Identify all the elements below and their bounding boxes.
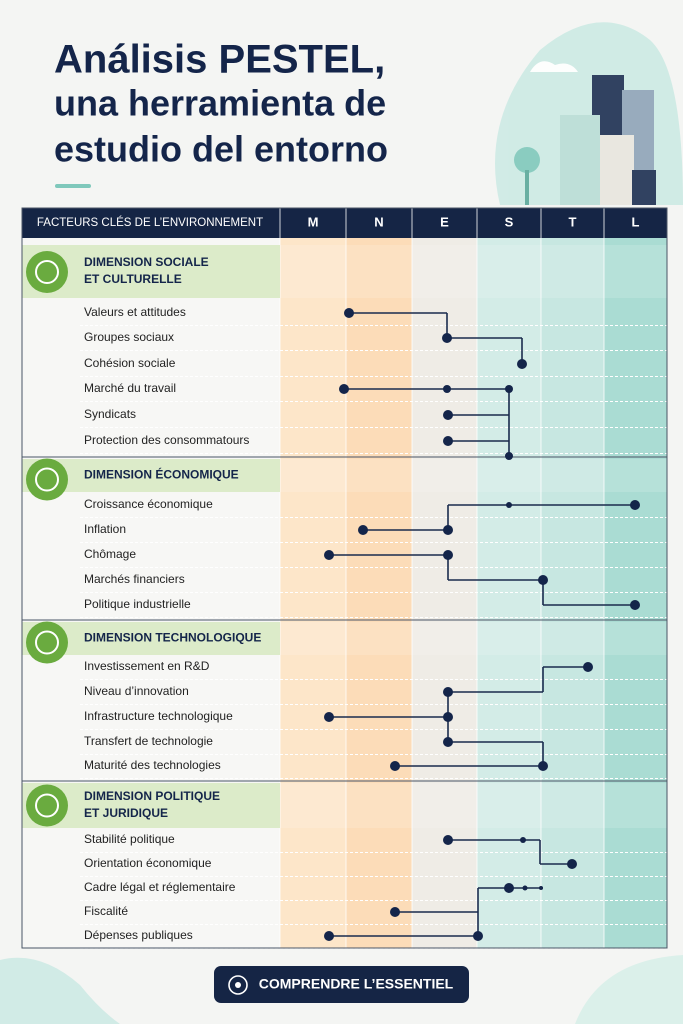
- factor-label: Fiscalité: [84, 904, 128, 918]
- button-label[interactable]: COMPRENDRE L’ESSENTIEL: [259, 976, 454, 992]
- section-icon: [26, 784, 68, 827]
- position-dot: [390, 907, 400, 917]
- column-header: FACTEURS CLÉS DE L’ENVIRONNEMENT: [37, 216, 263, 229]
- section-icon: [26, 458, 68, 501]
- section-icon-inner: [35, 467, 59, 492]
- position-dot: [443, 525, 453, 535]
- position-dot: [390, 761, 400, 771]
- position-dot: [505, 452, 513, 460]
- title-line: una herramienta de: [54, 83, 386, 124]
- position-dot: [443, 436, 453, 446]
- position-dot: [538, 575, 548, 585]
- factor-label: Orientation économique: [84, 856, 212, 870]
- table-border: [21, 207, 668, 949]
- position-dot: [443, 737, 453, 747]
- position-dot: [339, 384, 349, 394]
- section-icon-inner: [35, 793, 59, 818]
- section-title: DIMENSION SOCIALE: [84, 255, 209, 269]
- factor-label: Inflation: [84, 522, 126, 536]
- title-line: Análisis PESTEL,: [54, 38, 385, 82]
- position-dot: [517, 359, 527, 369]
- factor-label: Valeurs et attitudes: [84, 305, 186, 319]
- factor-label: Cadre légal et réglementaire: [84, 880, 236, 894]
- factor-label: Croissance économique: [84, 497, 213, 511]
- button[interactable]: COMPRENDRE L’ESSENTIEL: [214, 966, 469, 1003]
- header-row: [22, 208, 667, 238]
- position-dot: [583, 662, 593, 672]
- section-title: DIMENSION POLITIQUE: [84, 789, 220, 803]
- position-dot: [324, 550, 334, 560]
- position-dot: [443, 410, 453, 420]
- position-dot: [506, 502, 512, 508]
- factor-label: Politique industrielle: [84, 597, 191, 611]
- section-title: ET JURIDIQUE: [84, 806, 168, 820]
- position-dot: [522, 885, 528, 891]
- position-dot: [344, 308, 354, 318]
- column-header: N: [374, 214, 383, 229]
- position-dot: [473, 931, 483, 941]
- position-dot: [538, 761, 548, 771]
- section-title: ET CULTURELLE: [84, 272, 182, 286]
- title-line: estudio del entorno: [54, 129, 388, 170]
- section-header-band: [280, 622, 667, 655]
- decoration: [0, 22, 683, 1024]
- position-dot: [630, 600, 640, 610]
- title-underline: [55, 184, 91, 188]
- position-dot: [443, 712, 453, 722]
- position-dot: [324, 712, 334, 722]
- factor-label: Chômage: [84, 547, 136, 561]
- column-header: T: [569, 214, 577, 229]
- factor-label: Transfert de technologie: [84, 734, 213, 748]
- section-header-band: [280, 783, 667, 828]
- factor-label: Stabilité politique: [84, 832, 175, 846]
- factor-label: Dépenses publiques: [84, 928, 193, 942]
- section-header-band: [280, 459, 667, 492]
- factor-label: Cohésion sociale: [84, 356, 176, 370]
- position-dot: [324, 931, 334, 941]
- position-dot: [358, 525, 368, 535]
- position-dot: [443, 550, 453, 560]
- factor-label: Niveau d’innovation: [84, 684, 189, 698]
- position-dot: [630, 500, 640, 510]
- factor-label: Protection des consommatours: [84, 433, 249, 447]
- position-dot: [443, 385, 451, 393]
- column-header: S: [505, 214, 514, 229]
- section-title: DIMENSION ÉCONOMIQUE: [84, 467, 239, 482]
- factor-label: Marchés financiers: [84, 572, 185, 586]
- column-header: L: [632, 214, 640, 229]
- position-dot: [443, 835, 453, 845]
- position-dot: [442, 333, 452, 343]
- factor-label: Investissement en R&D: [84, 659, 210, 673]
- column-header: E: [440, 214, 449, 229]
- position-dot: [505, 385, 513, 393]
- factor-label: Syndicats: [84, 407, 136, 421]
- column-header: M: [308, 214, 319, 229]
- position-dot: [567, 859, 577, 869]
- position-dot: [443, 687, 453, 697]
- factor-label: Marché du travail: [84, 381, 176, 395]
- position-dot: [539, 886, 543, 890]
- section-icon: [26, 621, 68, 664]
- factor-label: Groupes sociaux: [84, 330, 174, 344]
- section-icon-inner: [35, 630, 59, 655]
- position-dot: [504, 883, 514, 893]
- factor-label: Maturité des technologies: [84, 758, 221, 772]
- section-icon-inner: [35, 260, 59, 284]
- position-dot: [520, 837, 526, 843]
- section-icon: [26, 251, 68, 293]
- section-title: DIMENSION TECHNOLOGIQUE: [84, 631, 261, 645]
- section-header-band: [280, 245, 667, 298]
- factor-label: Infrastructure technologique: [84, 709, 233, 723]
